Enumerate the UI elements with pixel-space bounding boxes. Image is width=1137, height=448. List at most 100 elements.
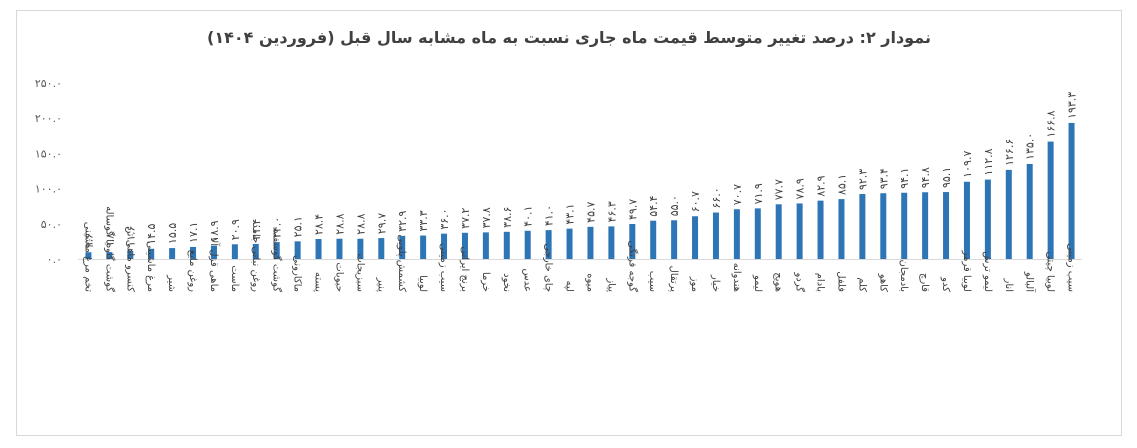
bar (420, 235, 427, 259)
bar (943, 192, 950, 259)
category-label: قارچ (919, 273, 930, 292)
data-label: ۲۸.۴ (313, 214, 326, 235)
data-label: ۹.۶ (82, 233, 95, 248)
category-label: خیار (710, 274, 721, 292)
data-label: ۲۹.۷ (375, 213, 388, 234)
category-label: کلم (856, 277, 867, 292)
bar (608, 226, 615, 259)
y-tick-label: ۲۵۰.۰ (35, 77, 62, 90)
data-label: ۱۳۵.۰ (1024, 133, 1037, 160)
category-label: ماهی قزل آلا (208, 238, 221, 292)
bar (1005, 169, 1012, 259)
bar (127, 250, 134, 259)
y-tick-label: ۵۰.۰ (41, 218, 62, 231)
bar (399, 235, 406, 259)
data-label: ۹۳.۴ (877, 168, 890, 189)
category-label: سبزیجات (354, 253, 365, 292)
data-label: ۶۶.۰ (710, 187, 723, 208)
data-label: ۹۵.۱ (940, 167, 953, 188)
data-label: ۱۹۳.۳ (1066, 92, 1079, 119)
category-label: کدو (940, 276, 951, 292)
data-label: ۲۴.۰ (271, 217, 284, 238)
data-label: ۸۵.۱ (835, 174, 848, 195)
bar (963, 181, 970, 259)
category-label: برنج ایرانی (459, 246, 470, 292)
data-label: ۳۲.۹ (396, 211, 409, 232)
bar (273, 242, 280, 259)
data-label: ۱۴.۵ (145, 223, 158, 244)
category-label: انار (1003, 278, 1014, 292)
bar (838, 199, 845, 259)
bar (629, 224, 636, 259)
bar (252, 243, 259, 259)
category-label: هندوانه (731, 263, 742, 292)
category-label: خرما (480, 272, 491, 292)
category-label: گوجه فرنگی (626, 240, 638, 292)
bar (922, 192, 929, 259)
bar (650, 220, 657, 259)
bar (566, 228, 573, 259)
bar (461, 232, 468, 259)
bar (503, 231, 510, 259)
category-label: کاهو (877, 273, 888, 292)
category-label: هویج (773, 272, 784, 292)
bar (1047, 141, 1054, 259)
data-label: ۱۷.۱ (187, 222, 200, 243)
y-tick-label: ۱۰۰.۰ (35, 183, 62, 196)
data-label: ۱۱۲.۸ (982, 148, 995, 175)
data-label: ۶۰.۷ (689, 191, 702, 212)
data-label: ۲۵.۱ (292, 216, 305, 237)
category-label: عدس (522, 269, 533, 292)
bar (733, 209, 740, 259)
category-label: سیب زمینی (1066, 243, 1077, 292)
category-label: لوبیا (417, 275, 428, 292)
data-label: ۱۸.۹ (208, 220, 221, 241)
bar (1026, 163, 1033, 259)
bar (984, 179, 991, 259)
data-label: ۳۷.۸ (480, 207, 493, 228)
bar (671, 220, 678, 259)
category-label: بادمجان (898, 260, 909, 293)
data-label: ۷۰.۷ (731, 184, 744, 205)
data-label: ۴۶.۳ (605, 201, 618, 222)
bar (231, 244, 238, 259)
data-label: ۲۸.۸ (354, 213, 367, 234)
category-label: پرتقال (668, 266, 679, 293)
data-label: ۵۴.۴ (647, 195, 660, 216)
bar (148, 248, 155, 259)
category-label: لیمو (752, 274, 763, 292)
category-label: لوبیا قرمز (961, 250, 972, 292)
bar (106, 252, 113, 259)
category-label: گوشت گاو یا گوساله (103, 206, 115, 292)
data-label: ۱۰۹.۷ (961, 151, 974, 178)
data-label: ۳۸.۶ (501, 207, 514, 228)
category-label: فلفل (835, 271, 846, 292)
category-label: نخود (501, 273, 512, 292)
category-label: سیب (647, 271, 658, 292)
data-label: ۴۱.۰ (543, 205, 556, 226)
bar (880, 193, 887, 259)
data-label: ۹۲.۳ (856, 169, 869, 190)
bar (441, 233, 448, 259)
data-label: ۹۴.۱ (898, 168, 911, 189)
category-label: روغن مایع (187, 250, 198, 292)
data-label: ۷۸.۹ (794, 178, 807, 199)
category-label: بادام (815, 273, 826, 292)
bar (712, 212, 719, 259)
category-label: سیب زمینی (438, 243, 449, 292)
bar (796, 203, 803, 259)
category-label: لوبیا چیتی (1045, 251, 1056, 292)
category-label: میوه (584, 273, 595, 292)
chart-frame (16, 10, 1122, 436)
category-label: پیاز (605, 277, 616, 292)
chart-title: نمودار ۲: درصد تغییر متوسط قیمت ماه جاری… (207, 28, 931, 47)
data-label: ۴۰.۱ (522, 206, 535, 227)
data-label: ۴۹.۷ (626, 199, 639, 220)
data-label: ۴۳.۱ (564, 203, 577, 224)
data-label: ۸۲.۹ (815, 175, 828, 196)
category-label: ماکارونی (292, 255, 303, 292)
data-label: ۳۷.۲ (459, 207, 472, 228)
y-tick-label: ۲۰۰.۰ (35, 112, 62, 125)
category-label: حبوبات (333, 262, 344, 292)
